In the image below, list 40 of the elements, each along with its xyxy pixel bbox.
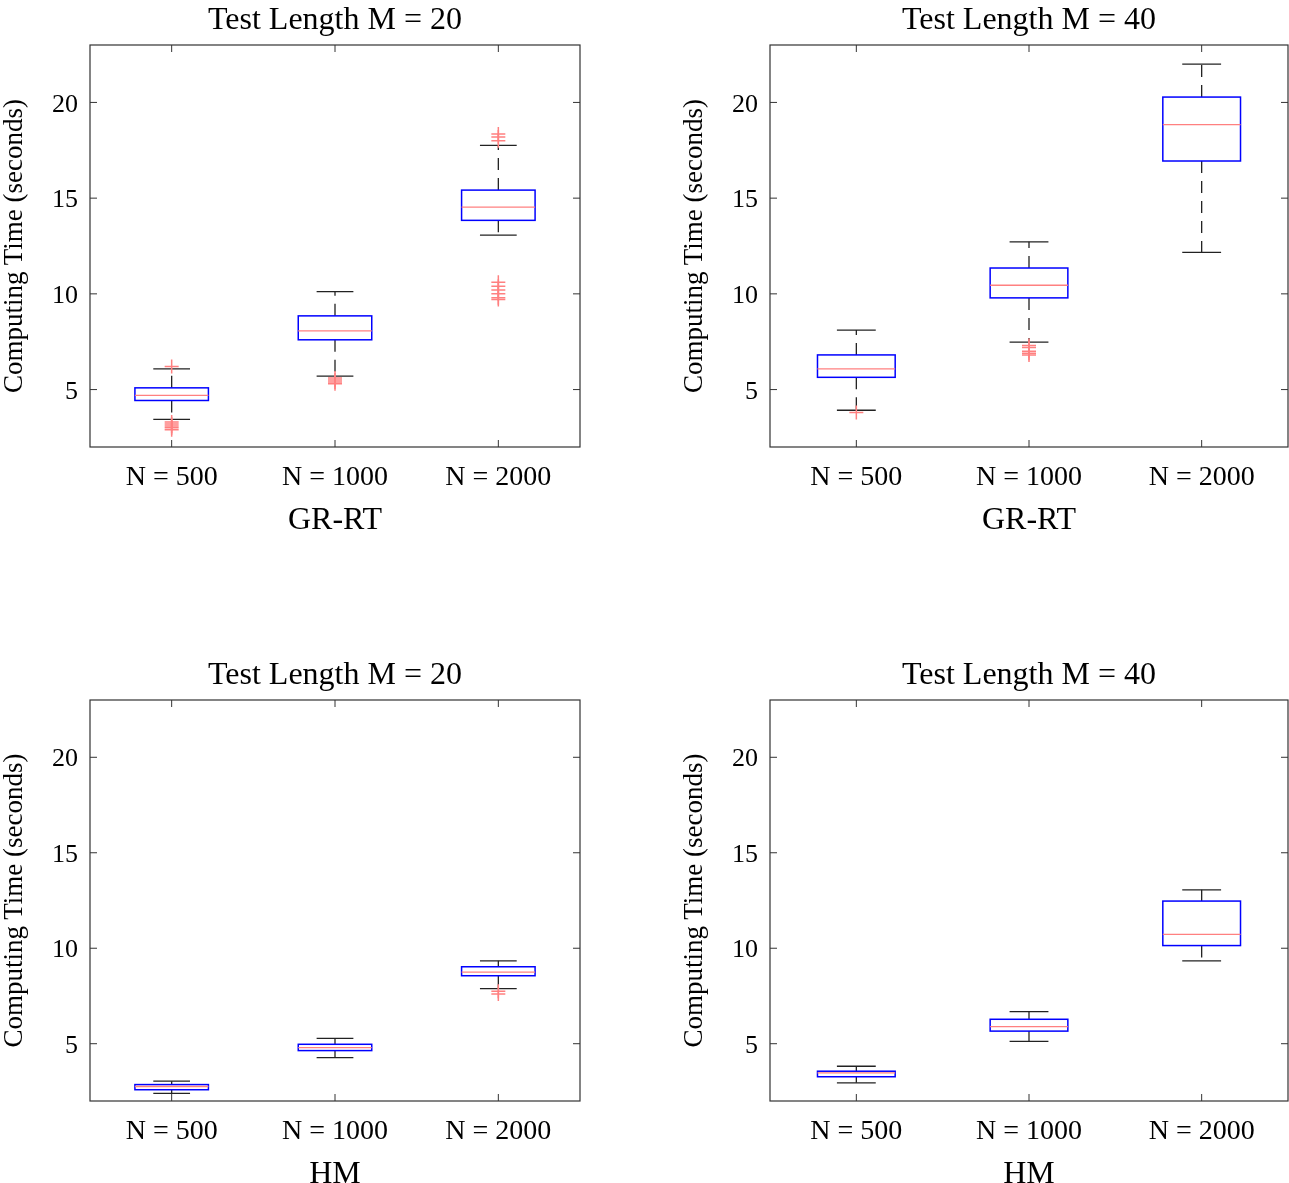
- x-tick-label: N = 1000: [975, 460, 1083, 491]
- x-tick-label: N = 1000: [975, 1114, 1083, 1145]
- x-tick-label: N = 500: [125, 1114, 218, 1145]
- x-tick-label: N = 500: [125, 460, 218, 491]
- y-tick-label: 15: [732, 184, 758, 214]
- y-axis-title: Computing Time (seconds): [678, 753, 708, 1048]
- y-tick-label: 20: [52, 743, 78, 773]
- y-axis-title: Computing Time (seconds): [0, 753, 28, 1048]
- x-tick-label: N = 1000: [281, 460, 389, 491]
- x-axis-title: GR-RT: [981, 500, 1077, 536]
- x-tick-label: N = 500: [810, 1114, 903, 1145]
- y-tick-label: 10: [52, 934, 78, 964]
- y-axis-title: Computing Time (seconds): [0, 98, 28, 394]
- x-tick-label: N = 2000: [1148, 1114, 1255, 1145]
- y-tick-label: 10: [52, 279, 78, 309]
- x-tick-label: N = 1000: [281, 1114, 389, 1145]
- x-tick-label: N = 2000: [1148, 460, 1255, 491]
- chart-title: Test Length M = 20: [208, 655, 462, 691]
- y-tick-label: 20: [732, 743, 758, 773]
- y-tick-label: 10: [732, 934, 758, 964]
- y-tick-label: 5: [745, 1029, 758, 1059]
- y-tick-label: 5: [65, 375, 78, 405]
- y-tick-label: 20: [52, 88, 78, 118]
- y-tick-label: 15: [732, 838, 758, 868]
- y-tick-label: 5: [745, 375, 758, 405]
- x-tick-label: N = 2000: [445, 460, 552, 491]
- y-tick-label: 15: [52, 184, 78, 214]
- x-axis-title: HM: [309, 1154, 361, 1183]
- chart-title: Test Length M = 40: [902, 655, 1156, 691]
- x-tick-label: N = 500: [810, 460, 903, 491]
- y-tick-label: 20: [732, 88, 758, 118]
- chart-title: Test Length M = 20: [208, 0, 462, 36]
- x-axis-title: HM: [1003, 1154, 1055, 1183]
- y-axis-title: Computing Time (seconds): [678, 98, 708, 394]
- y-tick-label: 10: [732, 279, 758, 309]
- y-tick-label: 15: [52, 838, 78, 868]
- x-axis-title: GR-RT: [287, 500, 383, 536]
- y-tick-label: 5: [65, 1029, 78, 1059]
- x-tick-label: N = 2000: [445, 1114, 552, 1145]
- chart-title: Test Length M = 40: [902, 0, 1156, 36]
